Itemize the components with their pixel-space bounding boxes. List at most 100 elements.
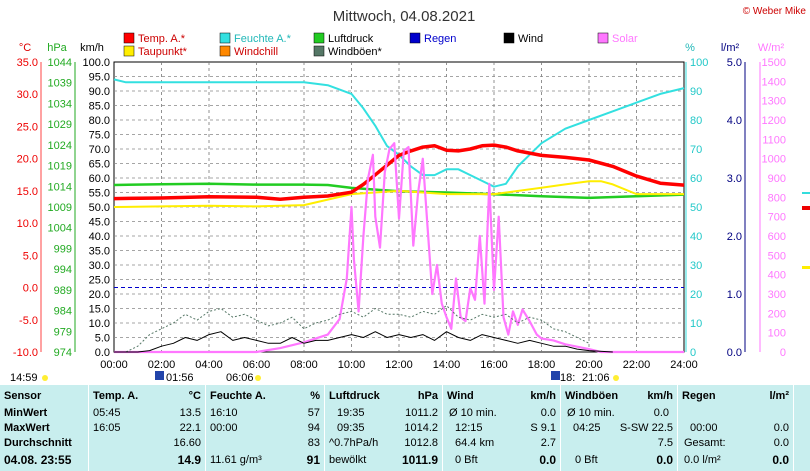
temp-max-time: 16:05 <box>93 422 121 434</box>
stats-col-humidity: Feuchte A.% 16:10 57 00:00 94 83 11.61 g/m… <box>205 385 324 471</box>
tick-solar-1: 1400 <box>762 76 786 88</box>
tick-rain-3: 2.0 <box>727 231 742 243</box>
tick-humidity-6: 40 <box>690 231 702 243</box>
gust-current-bft: 0 Bft <box>575 454 598 466</box>
tick-temp-9: -10.0 <box>13 347 38 359</box>
hum-max-value: 94 <box>307 422 320 434</box>
stats-col-wind: Wind km/h Ø 10 min. 0.0 12:15 S 9.1 64.4 km… <box>442 385 560 471</box>
x-tick-3: 06:00 <box>243 359 271 371</box>
legend-swatch-6 <box>123 45 135 57</box>
tick-temp-6: 5.0 <box>23 250 38 262</box>
stats-header-rain: Regen <box>682 390 716 402</box>
rain-max-value: 0.0 <box>773 422 789 434</box>
hum-min-value: 57 <box>307 407 320 419</box>
statistics-table: Sensor MinWert MaxWert Durchschnitt 04.0… <box>0 385 810 471</box>
tick-wind-19: 5.0 <box>95 333 110 345</box>
stats-col-temp: Temp. A. °C 05:45 13.5 16:05 22.1 16.60 14.… <box>88 385 205 471</box>
stats-header-rain-unit: l/m² <box>769 390 789 402</box>
series-line-4 <box>114 142 684 354</box>
tick-pressure-14: 974 <box>54 347 72 359</box>
tick-solar-10: 500 <box>768 250 786 262</box>
legend-label-1: Feuchte A.* <box>234 33 292 45</box>
legend-swatch-1 <box>219 32 231 44</box>
gust-max-value: S-SW 22.5 <box>619 422 673 434</box>
tick-rain-1: 4.0 <box>727 115 742 127</box>
tick-pressure-9: 999 <box>54 243 72 255</box>
tick-pressure-1: 1039 <box>48 78 72 90</box>
legend-label-5: Solar <box>612 33 638 45</box>
gust-min-note: Ø 10 min. <box>567 407 615 419</box>
press-forecast: bewölkt <box>329 454 367 466</box>
tick-rain-5: 0.0 <box>727 347 742 359</box>
tick-humidity-3: 70 <box>690 144 702 156</box>
tick-wind-14: 30.0 <box>89 260 110 272</box>
tick-pressure-8: 1004 <box>48 223 72 235</box>
stats-header-hum-unit: % <box>310 390 320 402</box>
tick-solar-4: 1100 <box>762 134 786 146</box>
unit-label-pressure: hPa <box>47 42 67 54</box>
press-avg-value: 1012.8 <box>404 437 438 449</box>
stats-header-press: Luftdruck <box>329 390 380 402</box>
stats-row-min-label: MinWert <box>4 407 48 419</box>
unit-label-temp: °C <box>19 42 31 54</box>
x-tick-11: 22:00 <box>623 359 651 371</box>
tick-pressure-5: 1019 <box>48 161 72 173</box>
current-humidity-marker <box>802 192 810 194</box>
tick-wind-7: 65.0 <box>89 159 110 171</box>
press-max-time: 09:35 <box>337 422 365 434</box>
tick-solar-3: 1200 <box>762 115 786 127</box>
tick-humidity-0: 100 <box>690 57 708 69</box>
sun-icon <box>42 375 48 381</box>
stats-header-temp: Temp. A. <box>93 390 139 402</box>
temp-current-value: 14.9 <box>177 453 201 467</box>
legend-label-0: Temp. A.* <box>138 33 186 45</box>
chart-annotations: 14:59 01:56 06:06 18: 21:06 <box>10 192 810 384</box>
stats-header-wind: Wind <box>447 390 474 402</box>
tick-temp-0: 35.0 <box>17 57 38 69</box>
hum-avg-value: 83 <box>307 437 320 449</box>
x-tick-4: 08:00 <box>290 359 318 371</box>
tick-humidity-4: 60 <box>690 173 702 185</box>
tick-solar-8: 700 <box>768 212 786 224</box>
x-tick-2: 04:00 <box>195 359 223 371</box>
tick-temp-8: -5.0 <box>19 315 38 327</box>
stats-header-gust: Windböen <box>565 390 619 402</box>
temp-min-value: 13.5 <box>179 407 201 419</box>
x-tick-10: 20:00 <box>575 359 603 371</box>
gust-avg-value: 7.5 <box>657 437 673 449</box>
x-tick-6: 12:00 <box>385 359 413 371</box>
rain-total-value: 0.0 <box>773 437 789 449</box>
stats-header-press-unit: hPa <box>417 390 438 402</box>
stats-header-temp-unit: °C <box>188 390 201 402</box>
current-dew-marker <box>802 266 810 269</box>
tick-pressure-7: 1009 <box>48 202 72 214</box>
press-min-value: 1011.2 <box>405 407 438 419</box>
tick-temp-1: 30.0 <box>17 89 38 101</box>
stats-row-current-label: 04.08. 23:55 <box>4 453 72 467</box>
tick-wind-2: 90.0 <box>89 86 110 98</box>
tick-pressure-4: 1024 <box>48 140 72 152</box>
wind-min-note: Ø 10 min. <box>449 407 497 419</box>
weather-chart: Mittwoch, 04.08.2021 © Weber Mike Temp. … <box>10 6 810 384</box>
hum-current-note: 11.61 g/m³ <box>210 454 262 466</box>
tick-wind-18: 10.0 <box>89 318 110 330</box>
wind-current-value: 0.0 <box>539 453 556 467</box>
tick-wind-10: 50.0 <box>89 202 110 214</box>
unit-label-rain: l/m² <box>721 42 740 54</box>
tick-humidity-8: 20 <box>690 289 702 301</box>
series-line-5 <box>114 305 590 353</box>
tick-solar-9: 600 <box>768 231 786 243</box>
hum-current-value: 91 <box>306 453 320 467</box>
sunrise-label: 06:06 <box>226 372 254 384</box>
stats-row-max-label: MaxWert <box>4 422 50 434</box>
legend-label-2: Luftdruck <box>328 33 374 45</box>
press-min-time: 19:35 <box>337 407 365 419</box>
temp-max-value: 22.1 <box>179 422 201 434</box>
temp-avg-value: 16.60 <box>173 437 201 449</box>
legend-swatch-5 <box>597 32 609 44</box>
stats-header-hum: Feuchte A. <box>210 390 266 402</box>
tick-pressure-3: 1029 <box>48 119 72 131</box>
tick-humidity-5: 50 <box>690 202 702 214</box>
legend-label-8: Windböen* <box>328 46 383 58</box>
stats-col-pressure: Luftdruck hPa 19:35 1011.2 09:35 1014.2 ^0.… <box>324 385 442 471</box>
